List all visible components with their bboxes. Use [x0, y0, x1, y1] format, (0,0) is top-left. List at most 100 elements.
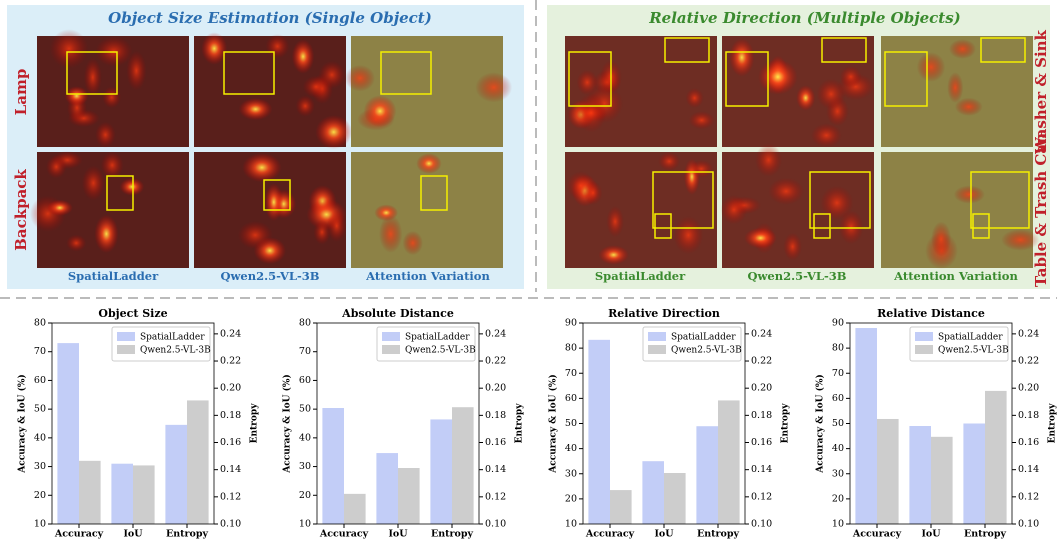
bar	[718, 400, 740, 524]
bar	[642, 461, 664, 524]
y2-axis-label: Entropy	[1048, 403, 1057, 444]
y-tick-label: 30	[34, 461, 46, 472]
heat-blob	[296, 95, 315, 116]
heat-blob	[65, 86, 89, 106]
legend-label: SpatialLadder	[671, 333, 736, 343]
heat-blob	[303, 76, 330, 98]
heat-blob	[47, 200, 73, 216]
y-tick-label: 50	[832, 418, 844, 429]
bar	[430, 419, 452, 524]
y2-tick-label: 0.18	[751, 410, 772, 421]
y-axis-label: Accuracy & IoU (%)	[815, 374, 826, 473]
y2-tick-label: 0.10	[751, 519, 772, 530]
y2-tick-label: 0.14	[485, 464, 506, 475]
y-tick-label: 20	[565, 493, 577, 504]
y2-tick-label: 0.14	[751, 464, 772, 475]
heat-blob	[686, 88, 704, 108]
y-axis-label: Accuracy & IoU (%)	[282, 374, 293, 473]
heat-blob	[403, 231, 423, 255]
y2-tick-label: 0.12	[751, 491, 772, 502]
legend-swatch	[382, 332, 400, 341]
x-tick-label: Accuracy	[585, 529, 635, 540]
y2-axis-label: Entropy	[250, 403, 260, 444]
row-label: Lamp	[12, 69, 30, 116]
heat-blob	[949, 39, 976, 59]
heat-blob	[266, 34, 290, 59]
heat-blob	[689, 111, 715, 129]
y-tick-label: 20	[832, 493, 844, 504]
bar	[909, 426, 931, 524]
heat-blob	[729, 38, 754, 76]
bar	[588, 340, 610, 524]
heat-blob	[783, 233, 802, 261]
heat-blob	[721, 195, 748, 224]
x-tick-label: Entropy	[431, 529, 474, 540]
heat-blob	[584, 181, 603, 205]
y-tick-label: 70	[299, 346, 311, 357]
y2-tick-label: 0.24	[220, 328, 241, 339]
y2-tick-label: 0.22	[751, 356, 772, 367]
y-tick-label: 30	[565, 468, 577, 479]
y-tick-label: 10	[299, 519, 311, 530]
y2-tick-label: 0.12	[485, 491, 506, 502]
y-tick-label: 20	[299, 490, 311, 501]
legend-label: SpatialLadder	[405, 333, 470, 343]
legend-label: SpatialLadder	[938, 333, 1003, 343]
y-tick-label: 50	[565, 418, 577, 429]
y-tick-label: 90	[832, 318, 844, 329]
heat-blob	[292, 39, 314, 73]
y2-tick-label: 0.12	[1018, 491, 1039, 502]
y2-tick-label: 0.18	[1018, 410, 1039, 421]
y-tick-label: 90	[565, 318, 577, 329]
heat-blob	[658, 152, 680, 171]
y2-tick-label: 0.22	[220, 356, 241, 367]
y-tick-label: 30	[832, 468, 844, 479]
heat-blob	[954, 185, 985, 203]
y2-tick-label: 0.20	[751, 383, 772, 394]
heat-blob	[101, 151, 124, 179]
heat-blob	[364, 95, 397, 127]
y-tick-label: 70	[34, 346, 46, 357]
heat-blob	[327, 210, 347, 242]
y-tick-label: 40	[34, 432, 46, 443]
y2-tick-label: 0.16	[1018, 437, 1039, 448]
chart-title: Relative Direction	[608, 307, 720, 320]
y2-tick-label: 0.24	[751, 328, 772, 339]
y-tick-label: 60	[832, 393, 844, 404]
legend-swatch	[648, 332, 666, 341]
y2-tick-label: 0.10	[1018, 519, 1039, 530]
column-label: Attention Variation	[893, 269, 1018, 283]
row-label: Backpack	[12, 169, 30, 251]
heat-blob	[238, 221, 273, 249]
heat-blob	[821, 186, 854, 220]
bar	[452, 407, 474, 524]
y-tick-label: 10	[565, 519, 577, 530]
bar	[398, 468, 420, 524]
bar	[855, 328, 877, 524]
heat-blob	[242, 153, 281, 182]
x-tick-label: IoU	[123, 529, 143, 540]
y-axis-label: Accuracy & IoU (%)	[548, 374, 559, 473]
bar	[57, 343, 79, 524]
bar	[344, 494, 366, 524]
heat-blob	[598, 245, 628, 264]
y-tick-label: 10	[34, 519, 46, 530]
legend-label: Qwen2.5-VL-3B	[938, 346, 1009, 356]
bar	[664, 473, 686, 524]
y2-tick-label: 0.14	[1018, 464, 1039, 475]
y-tick-label: 80	[832, 343, 844, 354]
heat-blob	[95, 122, 116, 148]
chart-title: Absolute Distance	[341, 307, 454, 320]
heat-blob	[84, 58, 102, 96]
y2-tick-label: 0.12	[220, 491, 241, 502]
y-tick-label: 10	[832, 519, 844, 530]
bar	[79, 461, 101, 524]
y-tick-label: 50	[34, 404, 46, 415]
heat-blob	[796, 85, 815, 110]
heat-blob	[315, 115, 352, 149]
heat-blob	[758, 59, 797, 95]
heat-blob	[379, 215, 402, 253]
row-label: Table & Trash Can	[1032, 133, 1050, 287]
heat-blob	[744, 228, 777, 249]
x-tick-label: IoU	[921, 529, 941, 540]
